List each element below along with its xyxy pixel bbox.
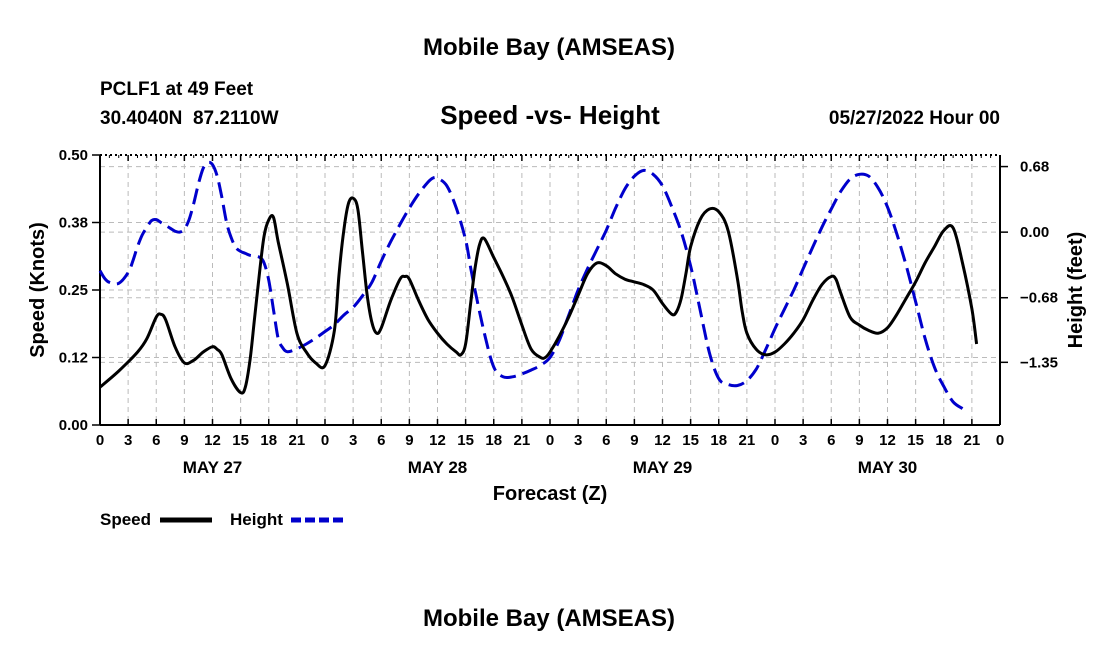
x-tick-label: 12 [879, 432, 896, 449]
x-tick-label: 0 [546, 432, 554, 449]
x-tick-label: 21 [964, 432, 981, 449]
x-tick-label: 6 [602, 432, 610, 449]
x-tick-label: 18 [485, 432, 502, 449]
y-right-tick-label: 0.68 [1020, 159, 1049, 176]
x-tick-label: 15 [232, 432, 249, 449]
y-left-tick-label: 0.00 [59, 417, 88, 434]
axes: 0 3 6 9 12 15 18 21 0 3 6 9 12 15 18 21 0 3 6 9 12 15 18 21 0 3 6 9… [59, 147, 1058, 477]
y-right-tick-label: −1.35 [1020, 354, 1058, 371]
x-tick-label: 3 [124, 432, 132, 449]
x-tick-label: 9 [405, 432, 413, 449]
x-tick-label: 21 [514, 432, 531, 449]
x-day-label: MAY 30 [858, 458, 918, 477]
y-right-tick-label: −0.68 [1020, 290, 1058, 307]
station-label: PCLF1 at 49 Feet [100, 79, 254, 100]
x-tick-label: 6 [827, 432, 835, 449]
legend-speed-label: Speed [100, 510, 151, 529]
plot-area [98, 160, 979, 410]
x-day-label: MAY 29 [633, 458, 693, 477]
chart-main-title: Mobile Bay (AMSEAS) [423, 34, 675, 61]
y-left-tick-label: 0.12 [59, 350, 88, 367]
series-height-line [98, 160, 964, 410]
x-tick-label: 18 [935, 432, 952, 449]
x-tick-label: 12 [654, 432, 671, 449]
x-tick-label: 3 [799, 432, 807, 449]
coords-label: 30.4040N 87.2110W [100, 108, 279, 129]
footer-title: Mobile Bay (AMSEAS) [423, 605, 675, 632]
x-tick-label: 15 [682, 432, 699, 449]
x-tick-label: 0 [321, 432, 329, 449]
grid [100, 155, 1000, 425]
x-tick-label: 21 [289, 432, 306, 449]
x-tick-label: 6 [377, 432, 385, 449]
y-left-tick-label: 0.50 [59, 147, 88, 164]
x-tick-label: 0 [96, 432, 104, 449]
x-tick-label: 18 [260, 432, 277, 449]
x-tick-label: 18 [710, 432, 727, 449]
x-tick-label: 9 [855, 432, 863, 449]
y-left-tick-label: 0.25 [59, 282, 88, 299]
y-axis-right-label: Height (feet) [1065, 232, 1087, 349]
datetime-label: 05/27/2022 Hour 00 [829, 108, 1000, 129]
chart-subtitle: Speed -vs- Height [440, 100, 660, 130]
y-axis-left-label: Speed (Knots) [27, 222, 49, 358]
x-tick-label: 3 [349, 432, 357, 449]
x-tick-label: 12 [204, 432, 221, 449]
x-tick-label: 12 [429, 432, 446, 449]
legend-height-label: Height [230, 510, 283, 529]
x-day-label: MAY 28 [408, 458, 468, 477]
x-tick-label: 15 [907, 432, 924, 449]
y-left-tick-label: 0.38 [59, 215, 88, 232]
x-tick-label: 6 [152, 432, 160, 449]
x-tick-label: 0 [996, 432, 1004, 449]
x-tick-label: 9 [180, 432, 188, 449]
x-axis-label: Forecast (Z) [493, 483, 607, 505]
series-speed-line [99, 196, 979, 395]
x-tick-label: 9 [630, 432, 638, 449]
x-tick-label: 0 [771, 432, 779, 449]
legend: Speed Height [100, 510, 343, 529]
x-tick-label: 21 [739, 432, 756, 449]
x-day-label: MAY 27 [183, 458, 243, 477]
x-tick-label: 15 [457, 432, 474, 449]
x-tick-label: 3 [574, 432, 582, 449]
y-right-tick-label: 0.00 [1020, 224, 1049, 241]
